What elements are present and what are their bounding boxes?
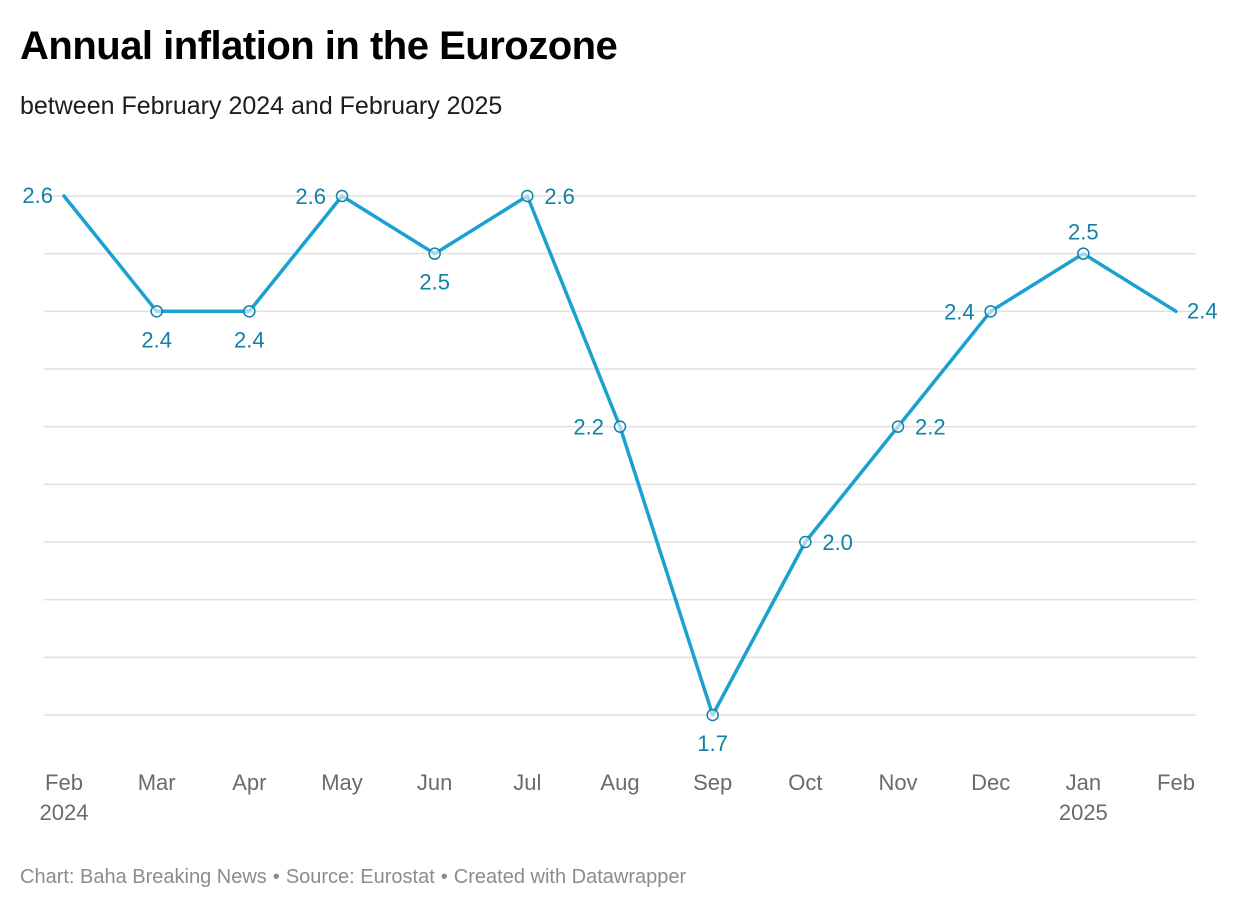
data-label: 2.2 bbox=[915, 415, 946, 440]
data-point[interactable] bbox=[891, 420, 905, 433]
data-label: 2.4 bbox=[141, 327, 172, 352]
data-label: 2.6 bbox=[295, 184, 326, 209]
x-tick-label: Jul bbox=[513, 770, 541, 795]
x-tick-label: Jun bbox=[417, 770, 452, 795]
footer-separator: • bbox=[272, 866, 280, 888]
chart-subtitle: between February 2024 and February 2025 bbox=[20, 92, 503, 120]
data-markers bbox=[150, 189, 1090, 722]
data-point[interactable] bbox=[1077, 247, 1090, 260]
x-tick-label: Oct bbox=[788, 770, 822, 795]
data-point[interactable] bbox=[984, 305, 997, 318]
x-tick-label: Feb bbox=[45, 770, 83, 795]
data-label: 2.5 bbox=[1068, 220, 1099, 245]
x-year-label: 2024 bbox=[40, 800, 89, 825]
data-label: 1.7 bbox=[697, 731, 728, 756]
chart-credit: Chart: Baha Breaking News bbox=[20, 866, 267, 888]
x-tick-label: Dec bbox=[971, 770, 1010, 795]
data-point[interactable] bbox=[613, 420, 627, 433]
data-label: 2.6 bbox=[22, 183, 53, 208]
x-year-label: 2025 bbox=[1059, 800, 1108, 825]
source-text: Source: Eurostat bbox=[285, 866, 435, 888]
data-point[interactable] bbox=[243, 305, 256, 318]
data-label: 2.4 bbox=[1187, 298, 1218, 323]
footer-separator: • bbox=[440, 866, 448, 888]
gridlines bbox=[44, 195, 1196, 716]
data-label: 2.2 bbox=[573, 415, 604, 440]
data-point[interactable] bbox=[150, 305, 163, 318]
series-line bbox=[62, 194, 1178, 717]
chart-title: Annual inflation in the Eurozone bbox=[20, 24, 618, 68]
data-label: 2.0 bbox=[822, 530, 853, 555]
x-tick-label: Aug bbox=[600, 770, 639, 795]
data-label: 2.6 bbox=[544, 184, 575, 209]
chart-footer: Chart: Baha Breaking News • Source: Eurost… bbox=[20, 866, 686, 889]
x-tick-label: Jan bbox=[1066, 770, 1101, 795]
created-with-link[interactable]: Created with Datawrapper bbox=[453, 866, 687, 888]
data-point[interactable] bbox=[335, 189, 349, 203]
data-label: 2.4 bbox=[944, 299, 975, 324]
data-label: 2.5 bbox=[419, 270, 450, 295]
x-axis: Feb 2024 Mar Apr May Jun Jul Aug Sep Oct Nov Dec Jan… bbox=[40, 770, 1195, 825]
data-point[interactable] bbox=[521, 189, 534, 203]
data-labels: 2.6 2.4 2.4 2.6 2.5 2.6 2.2 1.7 2.0 2.2 2.4 2.5 2.4 bbox=[22, 183, 1217, 756]
series-line-layer bbox=[62, 194, 1178, 717]
data-point[interactable] bbox=[706, 708, 719, 722]
x-tick-label: May bbox=[321, 770, 363, 795]
x-tick-label: Apr bbox=[232, 770, 266, 795]
data-point[interactable] bbox=[799, 535, 812, 549]
x-tick-label: Feb bbox=[1157, 770, 1195, 795]
data-point[interactable] bbox=[428, 247, 441, 260]
data-label: 2.4 bbox=[234, 327, 265, 352]
x-tick-label: Mar bbox=[138, 770, 176, 795]
x-tick-label: Nov bbox=[878, 770, 917, 795]
x-tick-label: Sep bbox=[693, 770, 732, 795]
